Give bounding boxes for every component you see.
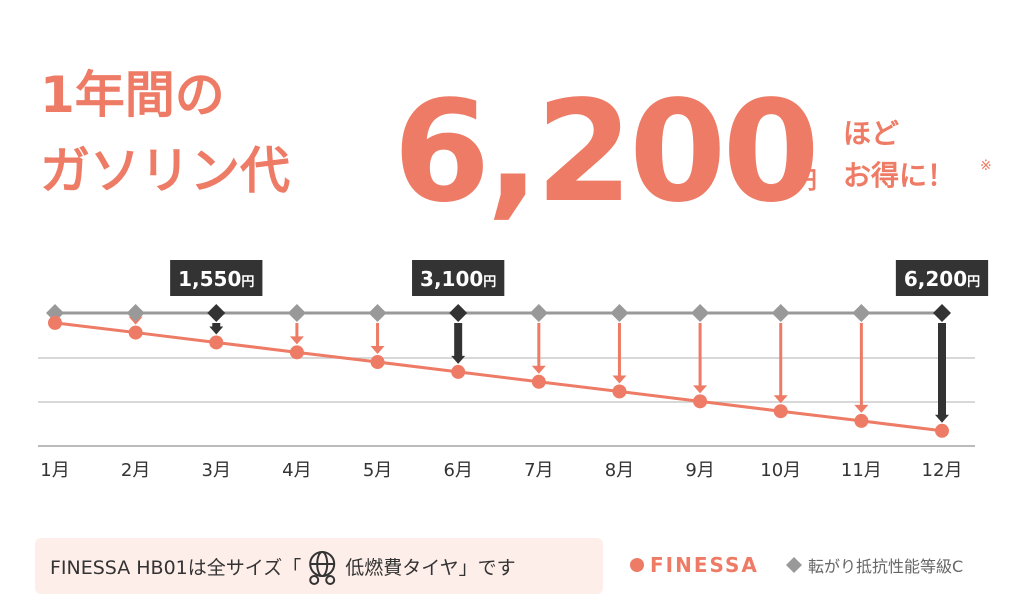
headline-1: 1年間の (40, 66, 225, 124)
x-tick-label: 7月 (524, 460, 553, 481)
arrow-head (773, 395, 788, 404)
callout-box (895, 260, 989, 296)
callout-text: 1,550円 (178, 267, 254, 291)
arrow-head (854, 404, 869, 413)
footer-box (35, 538, 603, 594)
finessa-point (48, 315, 62, 330)
x-tick-label: 12月 (922, 460, 963, 481)
arrow-head (370, 346, 385, 355)
header: 1年間の ガソリン代 6,200 円 ほど お得に！ ※ (40, 66, 992, 234)
callout: 3,100円 (412, 260, 505, 296)
finessa-point (451, 364, 466, 379)
x-tick-label: 10月 (760, 460, 801, 481)
x-tick-label: 11月 (841, 460, 882, 481)
amount: 6,200 (393, 71, 816, 234)
legend-marker (630, 558, 644, 572)
footer-after: 」です (459, 557, 516, 579)
callout-value: 6,200 (904, 267, 967, 291)
finessa-point (531, 374, 546, 389)
x-tick-label: 6月 (443, 460, 472, 481)
footer-before: FINESSA HB01は全サイズ「 (50, 557, 301, 579)
callout-value: 1,550 (178, 267, 241, 291)
base-marker (126, 304, 145, 322)
base-marker (610, 304, 629, 322)
base-marker (449, 304, 468, 322)
x-tick-label: 1月 (40, 460, 69, 481)
headline-2: ガソリン代 (40, 142, 290, 200)
legend-label: 転がり抵抗性能等級C (808, 557, 963, 576)
arrow-head (693, 385, 708, 394)
base-marker (529, 304, 548, 322)
tail-2: お得に！ (843, 159, 955, 192)
x-tick-label: 9月 (685, 460, 714, 481)
x-tick-label: 5月 (363, 460, 392, 481)
finessa-point (128, 325, 143, 340)
callout-unit: 円 (241, 275, 254, 290)
callout-box (412, 260, 505, 296)
base-marker (46, 304, 64, 322)
amount-unit: 円 (793, 166, 817, 194)
finessa-point (612, 384, 627, 399)
finessa-point (289, 345, 304, 360)
arrow-head (289, 336, 304, 345)
tire-icon (309, 551, 336, 585)
arrow-head (935, 414, 949, 423)
base-marker (691, 304, 710, 322)
tail-1: ほど (843, 117, 899, 150)
finessa-point (693, 394, 708, 409)
callout-text: 6,200円 (904, 267, 980, 291)
finessa-point (935, 423, 949, 438)
callout: 6,200円 (895, 260, 989, 296)
base-marker (207, 304, 226, 322)
base-marker (368, 304, 387, 322)
callout-unit: 円 (967, 275, 980, 290)
arrow-head (209, 326, 224, 335)
finessa-line (54, 321, 943, 433)
note-mark: ※ (980, 158, 992, 174)
finessa-point (209, 335, 224, 350)
base-marker (852, 304, 871, 322)
finessa-point (773, 404, 788, 419)
x-tick-label: 2月 (121, 460, 150, 481)
callout-value: 3,100 (420, 267, 483, 291)
callout-unit: 円 (483, 275, 496, 290)
callout: 1,550円 (170, 260, 263, 296)
legend-marker (786, 557, 802, 573)
base-marker (771, 304, 790, 322)
footer-text: FINESSA HB01は全サイズ「 低燃費タイヤ」です (50, 557, 516, 579)
arrow-head (451, 355, 466, 364)
finessa-point (370, 355, 385, 370)
base-marker (287, 304, 306, 322)
x-tick-label: 8月 (605, 460, 634, 481)
footer-highlight: 低燃費タイヤ (345, 557, 458, 579)
base-marker (933, 304, 951, 322)
callout-box (170, 260, 263, 296)
arrow-head (612, 375, 627, 384)
legend-label: FINESSA (650, 553, 759, 577)
callout-text: 3,100円 (420, 267, 496, 291)
finessa-point (854, 413, 869, 428)
legend: FINESSA 転がり抵抗性能等級C (630, 553, 963, 577)
arrow-head (531, 365, 546, 374)
x-tick-label: 3月 (202, 460, 231, 481)
x-tick-label: 4月 (282, 460, 311, 481)
